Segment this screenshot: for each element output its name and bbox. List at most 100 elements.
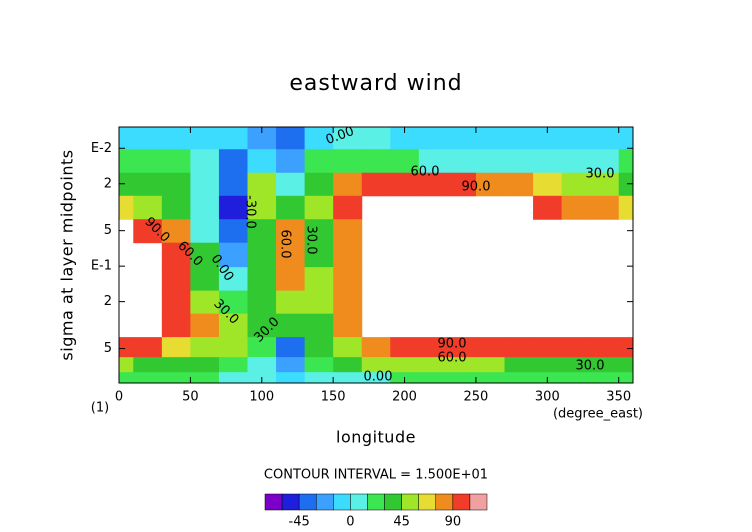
colorbar-box: [384, 493, 402, 511]
field-cell: [561, 337, 591, 358]
field-cell: [447, 149, 477, 174]
plot-frame: [118, 126, 634, 384]
field-cell: [218, 267, 248, 292]
field-cell: [333, 267, 363, 292]
field-cell: [161, 337, 191, 358]
field-cell: [247, 267, 277, 292]
field-cell: [190, 337, 220, 358]
field-cell: [218, 357, 248, 373]
field-cell: [418, 172, 448, 197]
field-cell: [333, 290, 363, 315]
field-cell: [533, 149, 563, 174]
field-cell: [247, 242, 277, 268]
field-cell: [304, 195, 334, 220]
field-cell: [447, 172, 477, 197]
field-cell: [504, 172, 534, 197]
field-cell: [475, 357, 505, 373]
contour-label: 30.0: [304, 226, 319, 255]
field-cell: [276, 242, 306, 268]
field-cell: [590, 172, 620, 197]
field-cell: [119, 127, 134, 150]
field-cell: [590, 372, 620, 384]
x-tick-label: 250: [464, 390, 489, 405]
field-cell: [418, 372, 448, 384]
field-cell: [361, 357, 391, 373]
x-tick-label: 50: [182, 390, 199, 405]
field-cell: [504, 337, 534, 358]
field-cell: [218, 313, 248, 338]
field-cell: [218, 195, 248, 220]
field-cell: [218, 337, 248, 358]
field-cell: [247, 172, 277, 197]
field-cell: [161, 372, 191, 384]
field-cell: [333, 219, 363, 244]
field-cell: [590, 357, 620, 373]
field-cell: [304, 313, 334, 338]
field-cell: [475, 149, 505, 174]
field-cell: [475, 337, 505, 358]
field-cell: [561, 195, 591, 220]
field-cell: [618, 357, 634, 373]
field-cell: [447, 337, 477, 358]
colorbar-box: [298, 493, 317, 511]
colorbar-box: [367, 493, 385, 511]
field-cell: [418, 357, 448, 373]
y-tick-label: 2: [104, 294, 112, 309]
field-cell: [361, 172, 391, 197]
y-tick-label: E-2: [91, 141, 112, 156]
field-cell: [590, 149, 620, 174]
x-unit: (degree_east): [553, 407, 643, 422]
field-cell: [218, 172, 248, 197]
field-cell: [190, 242, 220, 268]
field-cell: [133, 357, 163, 373]
field-cell: [276, 149, 306, 174]
field-cell: [218, 219, 248, 244]
field-cell: [504, 372, 534, 384]
contour-label: 0.00: [364, 370, 393, 385]
field-cell: [475, 372, 505, 384]
field-cell: [161, 149, 191, 174]
contour-label: -30.0: [243, 195, 258, 229]
field-cell: [333, 242, 363, 268]
field-cell: [276, 357, 306, 373]
field-cell: [161, 357, 191, 373]
field-cell: [361, 372, 391, 384]
field-cell: [190, 219, 220, 244]
field-cell: [561, 172, 591, 197]
field-cell: [119, 337, 134, 358]
field-cell: [133, 172, 163, 197]
contour-label: 60.0: [438, 351, 467, 366]
x-tick-label: 200: [392, 390, 417, 405]
field-cell: [561, 127, 591, 150]
field-cell: [533, 172, 563, 197]
field-cell: [333, 195, 363, 220]
y-tick-label: 5: [104, 223, 112, 238]
field-cell: [304, 172, 334, 197]
field-cell: [161, 267, 191, 292]
field-cell: [533, 195, 563, 220]
field-cell: [190, 357, 220, 373]
field-cell: [333, 127, 363, 150]
field-cell: [447, 372, 477, 384]
field-cell: [119, 149, 134, 174]
field-cell: [447, 127, 477, 150]
field-cell: [218, 127, 248, 150]
field-cell: [390, 337, 420, 358]
field-cell: [533, 357, 563, 373]
field-cell: [161, 127, 191, 150]
field-cell: [119, 372, 134, 384]
field-cell: [618, 149, 634, 174]
colorbar-box: [469, 493, 488, 511]
colorbar-tick-label: 45: [393, 515, 410, 530]
field-cell: [276, 127, 306, 150]
colorbar-box: [350, 493, 368, 511]
field-cell: [618, 372, 634, 384]
field-cell: [190, 313, 220, 338]
field-cell: [190, 195, 220, 220]
field-cell: [276, 195, 306, 220]
field-cell: [304, 337, 334, 358]
field-cell: [218, 372, 248, 384]
field-cell: [247, 290, 277, 315]
field-cell: [218, 149, 248, 174]
